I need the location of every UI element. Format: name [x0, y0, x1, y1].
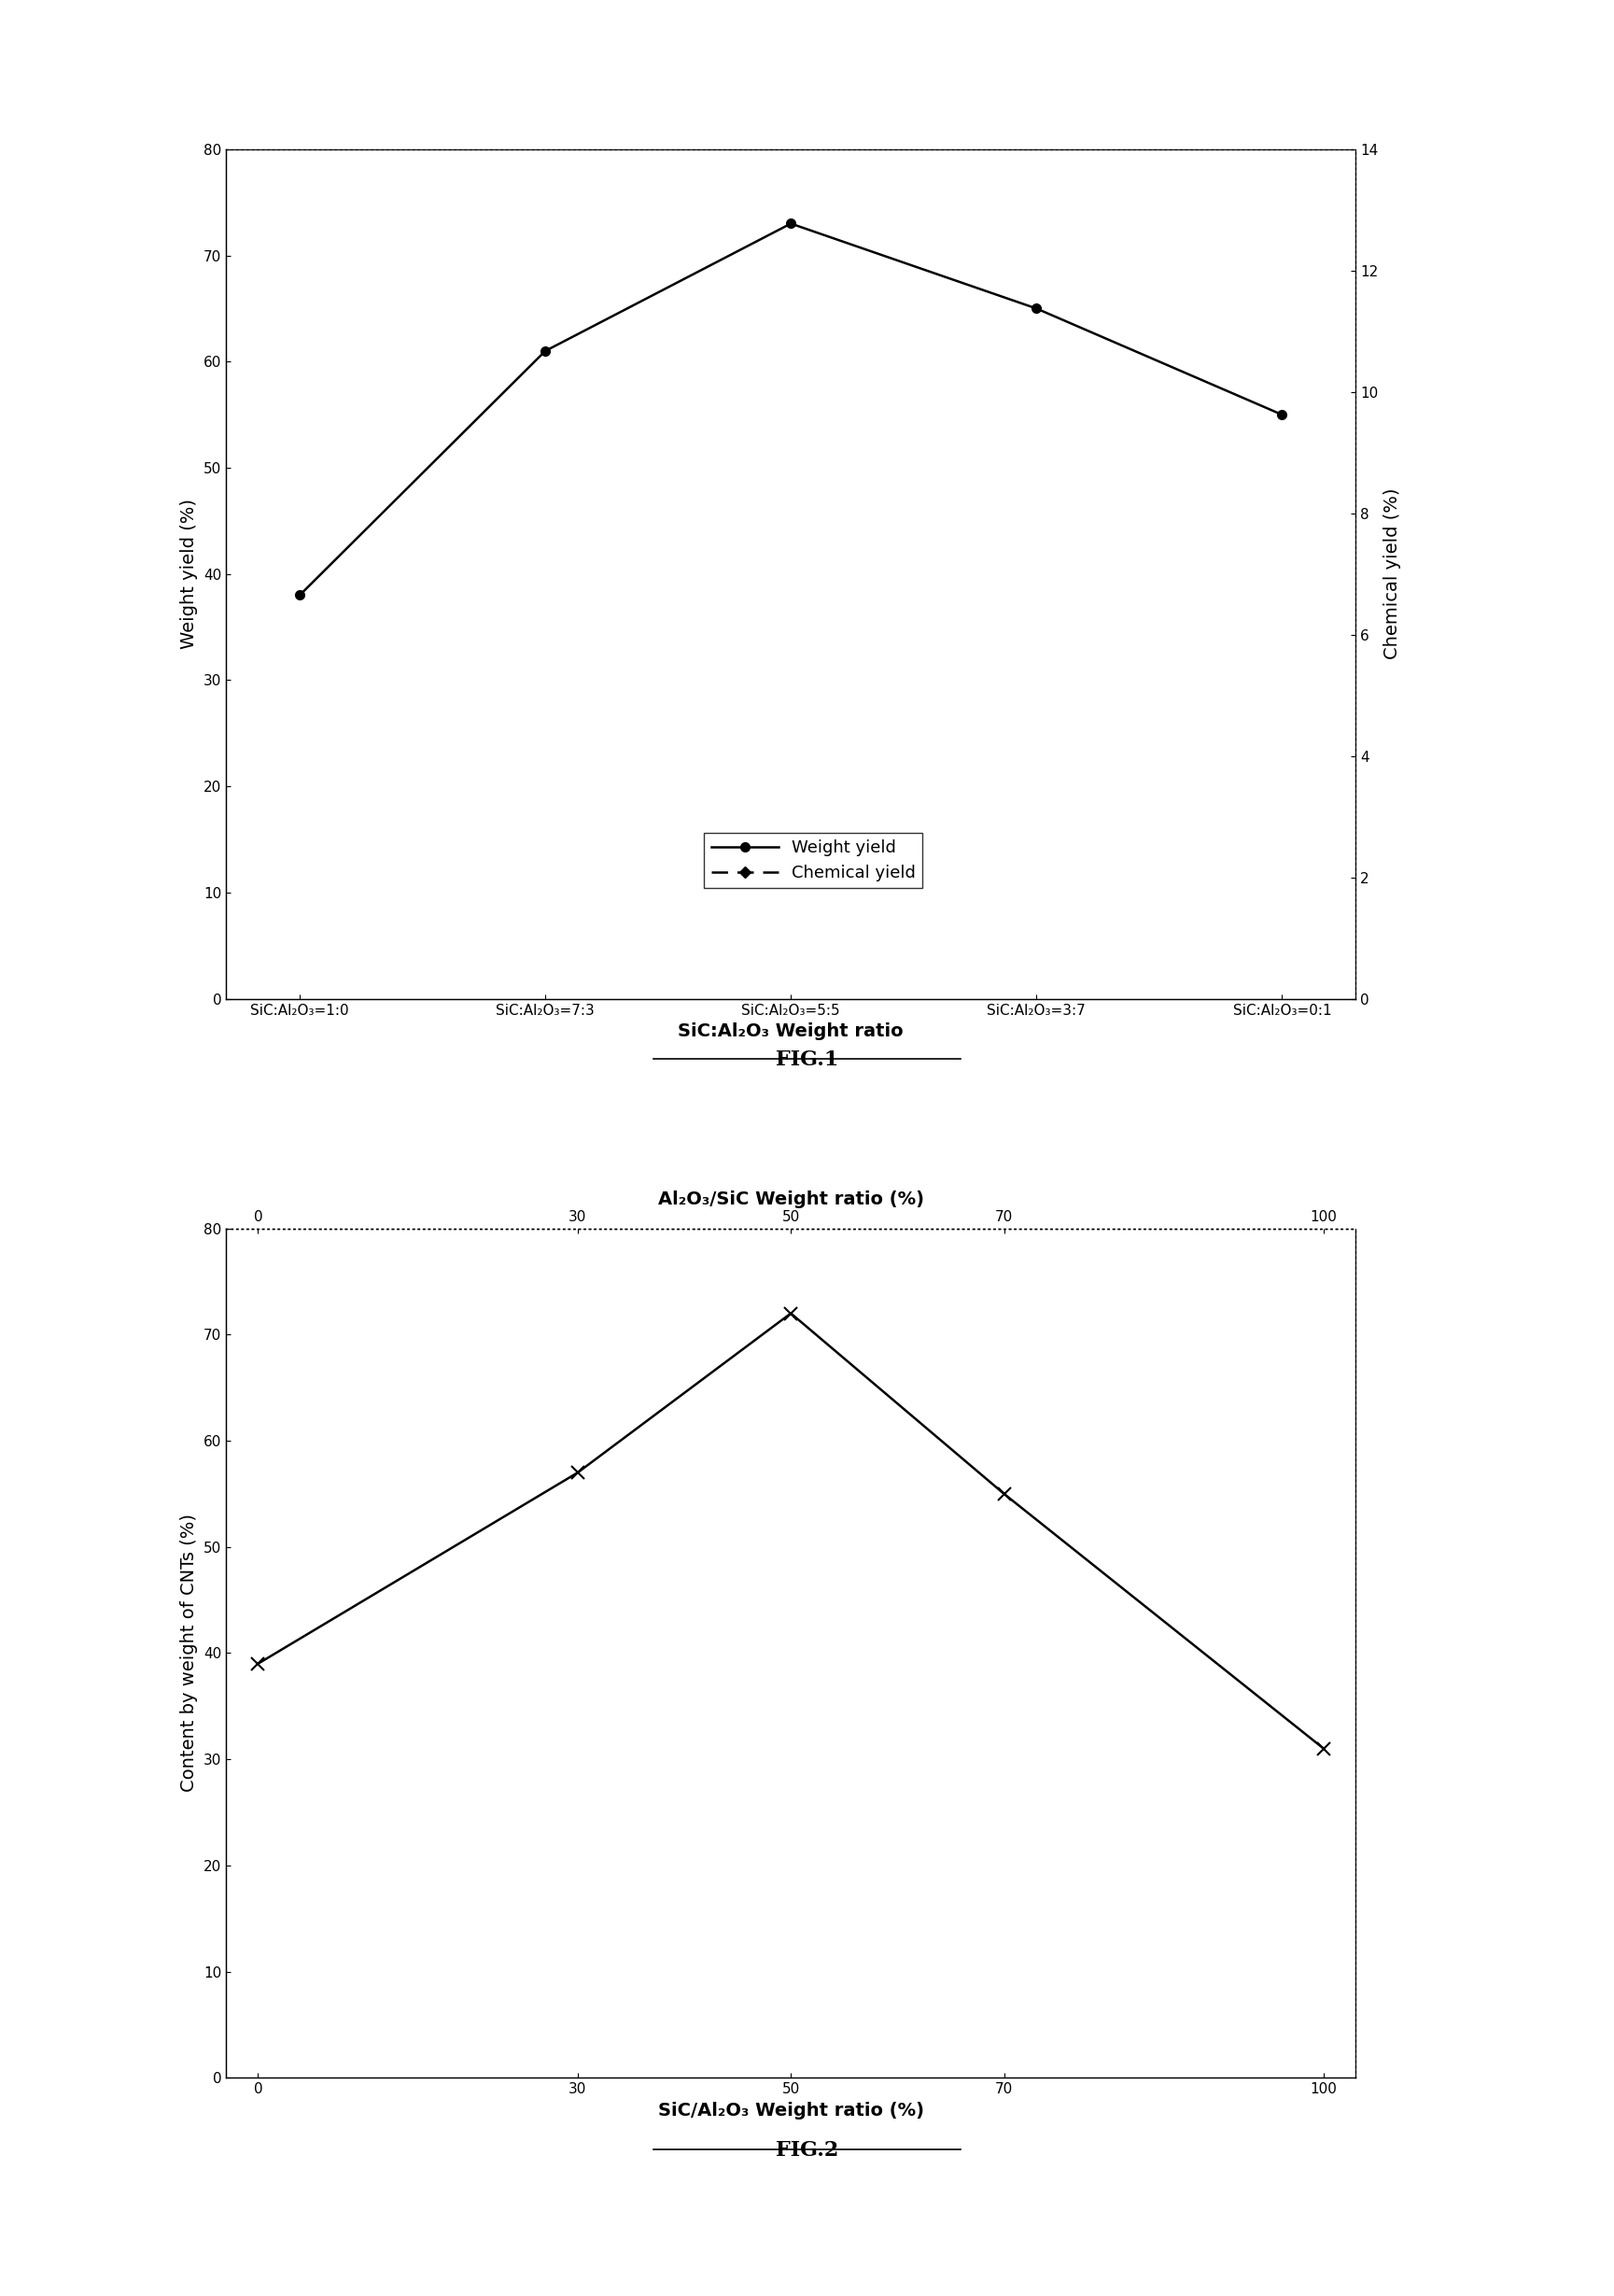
X-axis label: SiC/Al₂O₃ Weight ratio (%): SiC/Al₂O₃ Weight ratio (%) [659, 2101, 923, 2119]
Legend: Weight yield, Chemical yield: Weight yield, Chemical yield [704, 833, 923, 889]
Text: FIG.1: FIG.1 [776, 1049, 838, 1070]
Y-axis label: Weight yield (%): Weight yield (%) [181, 498, 199, 650]
Text: FIG.2: FIG.2 [776, 2140, 838, 2161]
X-axis label: Al₂O₃/SiC Weight ratio (%): Al₂O₃/SiC Weight ratio (%) [659, 1192, 923, 1208]
Y-axis label: Chemical yield (%): Chemical yield (%) [1383, 489, 1401, 659]
X-axis label: SiC:Al₂O₃ Weight ratio: SiC:Al₂O₃ Weight ratio [678, 1022, 904, 1040]
Y-axis label: Content by weight of CNTs (%): Content by weight of CNTs (%) [181, 1513, 199, 1793]
